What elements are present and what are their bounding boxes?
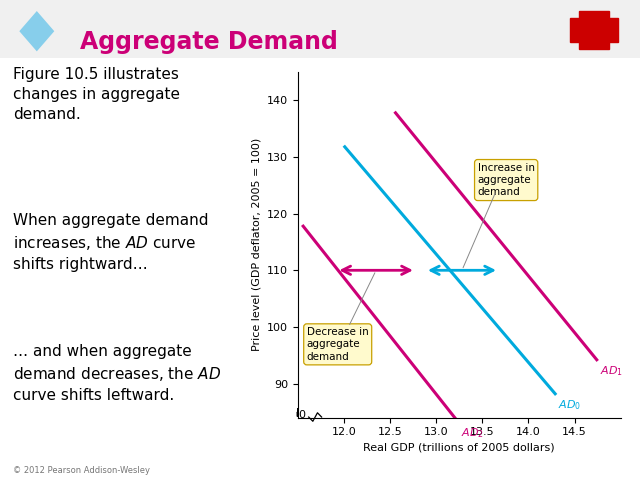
Text: Increase in
aggregate
demand: Increase in aggregate demand xyxy=(477,163,534,197)
Text: Aggregate Demand: Aggregate Demand xyxy=(80,30,338,54)
Text: Decrease in
aggregate
demand: Decrease in aggregate demand xyxy=(307,327,369,362)
Text: … and when aggregate
demand decreases, the $\mathit{AD}$
curve shifts leftward.: … and when aggregate demand decreases, t… xyxy=(13,345,221,403)
X-axis label: Real GDP (trillions of 2005 dollars): Real GDP (trillions of 2005 dollars) xyxy=(364,443,555,453)
Text: © 2012 Pearson Addison-Wesley: © 2012 Pearson Addison-Wesley xyxy=(13,466,150,475)
Text: When aggregate demand
increases, the $\mathit{AD}$ curve
shifts rightward…: When aggregate demand increases, the $\m… xyxy=(13,213,208,272)
Bar xyxy=(570,18,618,42)
Text: 0: 0 xyxy=(298,410,305,420)
Text: $AD_2$: $AD_2$ xyxy=(461,426,484,440)
Text: Figure 10.5 illustrates
changes in aggregate
demand.: Figure 10.5 illustrates changes in aggre… xyxy=(13,67,180,122)
Y-axis label: Price level (GDP deflator, 2005 = 100): Price level (GDP deflator, 2005 = 100) xyxy=(251,138,261,351)
Polygon shape xyxy=(19,11,54,51)
Bar xyxy=(579,11,609,49)
Text: $AD_0$: $AD_0$ xyxy=(558,398,581,411)
Text: $AD_1$: $AD_1$ xyxy=(600,364,623,378)
